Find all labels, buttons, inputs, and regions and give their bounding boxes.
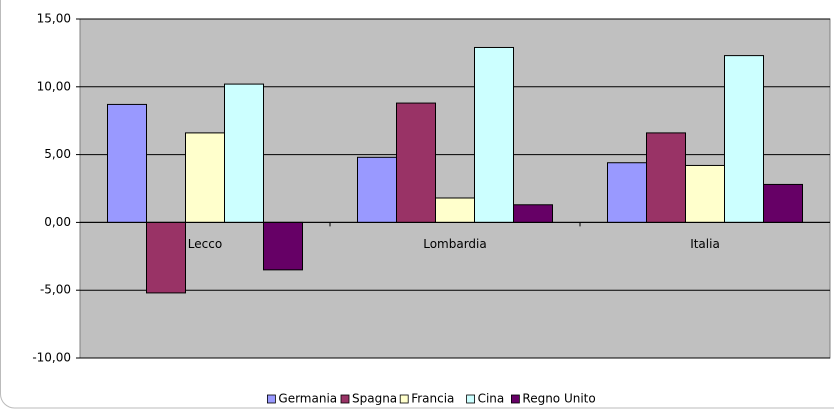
y-tick-label: 0,00 <box>44 215 71 229</box>
bar <box>107 103 147 223</box>
y-tick-label: -5,00 <box>40 283 71 297</box>
bar <box>513 204 553 223</box>
legend-swatch <box>466 394 476 404</box>
legend-swatch <box>399 394 409 404</box>
bar <box>763 183 803 223</box>
y-tick-label: 15,00 <box>37 12 71 26</box>
y-tick-label: -10,00 <box>32 351 71 365</box>
legend-label: Francia <box>411 392 454 406</box>
y-tick-label: 10,00 <box>37 79 71 93</box>
x-tick-label: Italia <box>690 237 720 251</box>
x-tick-label: Lecco <box>188 237 222 251</box>
bar <box>263 221 303 271</box>
legend-swatch <box>266 394 276 404</box>
legend-label: Germania <box>278 392 337 406</box>
y-tick-label: 5,00 <box>44 147 71 161</box>
bar <box>607 162 647 223</box>
legend-label: Regno Unito <box>522 392 595 406</box>
bar <box>685 164 725 223</box>
legend-label: Cina <box>478 392 505 406</box>
legend-swatch <box>510 394 520 404</box>
bar <box>224 83 264 223</box>
bar <box>474 46 514 223</box>
legend-label: Spagna <box>352 392 397 406</box>
x-tick-label: Lombardia <box>423 237 487 251</box>
bar <box>357 156 397 223</box>
bar <box>146 221 186 294</box>
bar <box>435 197 475 223</box>
bar <box>185 132 225 223</box>
legend-swatch <box>340 394 350 404</box>
bar <box>396 102 436 223</box>
bar <box>724 55 764 223</box>
bar <box>646 132 686 223</box>
